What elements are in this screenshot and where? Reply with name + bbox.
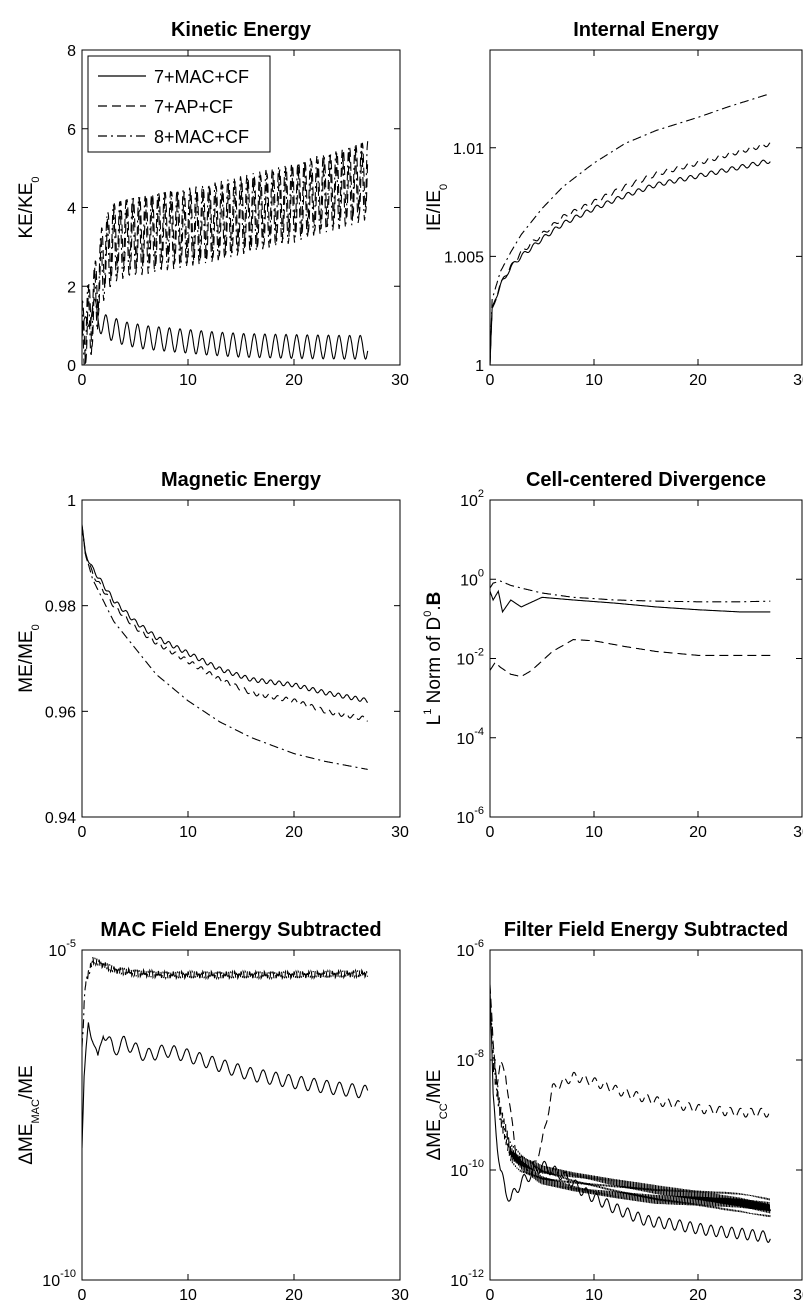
series-line bbox=[490, 589, 771, 614]
y-tick-label: 6 bbox=[67, 122, 76, 139]
y-tick-label: 10-5 bbox=[48, 938, 76, 960]
legend-label: 7+MAC+CF bbox=[154, 67, 249, 87]
y-axis-label: KE/KE0 bbox=[16, 176, 42, 238]
x-tick-label: 20 bbox=[689, 372, 707, 389]
legend-label: 7+AP+CF bbox=[154, 97, 233, 117]
axes-frame bbox=[81, 499, 401, 818]
panel-ie: Internal Energy 0 10 20 30 1 1.005 1.01 IE/IE0 bbox=[424, 19, 803, 389]
series-line bbox=[82, 526, 368, 770]
series-line bbox=[490, 93, 771, 365]
y-tick-label: 10-6 bbox=[456, 805, 484, 827]
x-tick-label: 0 bbox=[486, 372, 495, 389]
y-tick-label: 0.94 bbox=[45, 810, 76, 827]
chart-title: Internal Energy bbox=[573, 19, 719, 41]
axes-frame bbox=[489, 499, 803, 818]
chart-title: Kinetic Energy bbox=[171, 19, 312, 41]
x-tick-label: 20 bbox=[285, 824, 303, 841]
y-tick-label: 10-10 bbox=[450, 1158, 484, 1180]
series-line bbox=[82, 526, 369, 704]
y-tick-label: 2 bbox=[67, 279, 76, 296]
y-tick-label: 10-2 bbox=[456, 647, 484, 669]
x-tick-label: 20 bbox=[689, 1287, 707, 1304]
y-axis-label: ΔMEMAC/ME bbox=[16, 1065, 42, 1164]
series-line bbox=[82, 298, 369, 360]
x-tick-label: 20 bbox=[285, 372, 303, 389]
y-tick-label: 1.005 bbox=[444, 249, 484, 266]
panel-me: Magnetic Energy 0 10 20 30 0.94 0.96 0.98 1 ME/ME… bbox=[16, 469, 409, 841]
y-tick-label: 100 bbox=[460, 567, 484, 589]
panel-mac: MAC Field Energy Subtracted 0 10 20 30 10-10 1… bbox=[16, 919, 409, 1304]
y-axis-label: L1 Norm of D0.B bbox=[422, 592, 445, 726]
x-tick-label: 0 bbox=[78, 1287, 87, 1304]
x-tick-label: 0 bbox=[78, 824, 87, 841]
y-tick-label: 0 bbox=[67, 358, 76, 375]
x-tick-label: 30 bbox=[793, 824, 803, 841]
y-axis-label: ΔMECC/ME bbox=[424, 1070, 450, 1161]
x-tick-label: 10 bbox=[179, 372, 197, 389]
y-tick-label: 10-10 bbox=[42, 1268, 76, 1290]
y-tick-label: 1 bbox=[475, 358, 484, 375]
series-line bbox=[82, 142, 369, 364]
series-line bbox=[490, 141, 771, 364]
series-line bbox=[82, 524, 368, 722]
x-tick-label: 30 bbox=[793, 1287, 803, 1304]
x-tick-label: 20 bbox=[285, 1287, 303, 1304]
chart-title: MAC Field Energy Subtracted bbox=[100, 919, 381, 941]
legend-label: 8+MAC+CF bbox=[154, 127, 249, 147]
y-tick-label: 102 bbox=[460, 488, 484, 510]
x-tick-label: 0 bbox=[486, 824, 495, 841]
series-line bbox=[82, 1022, 369, 1149]
legend: 7+MAC+CF 7+AP+CF 8+MAC+CF bbox=[87, 55, 271, 153]
y-axis-label: IE/IE0 bbox=[424, 184, 450, 231]
chart-title: Magnetic Energy bbox=[161, 469, 322, 491]
axes-frame bbox=[489, 49, 803, 366]
panel-ke: Kinetic Energy 0 10 20 30 0 2 4 6 8 KE/KE0 7+MAC+CF… bbox=[16, 19, 409, 389]
y-tick-label: 10-6 bbox=[456, 938, 484, 960]
chart-title: Cell-centered Divergence bbox=[526, 469, 766, 491]
y-tick-label: 0.98 bbox=[45, 599, 76, 616]
x-tick-label: 10 bbox=[585, 824, 603, 841]
series-line bbox=[490, 159, 771, 365]
y-tick-label: 0.96 bbox=[45, 704, 76, 721]
y-tick-label: 4 bbox=[67, 201, 76, 218]
series-line bbox=[490, 639, 771, 678]
series-line bbox=[82, 140, 369, 365]
x-tick-label: 30 bbox=[793, 372, 803, 389]
x-tick-label: 20 bbox=[689, 824, 707, 841]
axes-frame bbox=[81, 949, 401, 1281]
y-tick-label: 10-8 bbox=[456, 1048, 484, 1070]
y-tick-label: 10-12 bbox=[450, 1268, 484, 1290]
axes-frame bbox=[489, 949, 803, 1281]
x-tick-label: 30 bbox=[391, 1287, 409, 1304]
y-tick-label: 10-4 bbox=[456, 726, 484, 748]
x-tick-label: 0 bbox=[486, 1287, 495, 1304]
x-tick-label: 0 bbox=[78, 372, 87, 389]
x-tick-label: 10 bbox=[585, 1287, 603, 1304]
x-tick-label: 10 bbox=[585, 372, 603, 389]
y-tick-label: 1 bbox=[67, 493, 76, 510]
x-tick-label: 30 bbox=[391, 372, 409, 389]
x-tick-label: 10 bbox=[179, 824, 197, 841]
panel-filter: Filter Field Energy Subtracted 0 10 20 30 10-… bbox=[424, 919, 803, 1304]
x-tick-label: 30 bbox=[391, 824, 409, 841]
chart-title: Filter Field Energy Subtracted bbox=[504, 919, 789, 941]
x-tick-label: 10 bbox=[179, 1287, 197, 1304]
series-line bbox=[82, 956, 369, 1048]
panel-div: Cell-centered Divergence 0 10 20 30 10-6 10-4 1… bbox=[422, 469, 803, 841]
y-axis-label: ME/ME0 bbox=[16, 624, 42, 692]
y-tick-label: 1.01 bbox=[453, 141, 484, 158]
y-tick-label: 8 bbox=[67, 43, 76, 60]
series-line bbox=[490, 580, 771, 603]
series-line bbox=[490, 984, 771, 1172]
series-line bbox=[490, 994, 771, 1218]
